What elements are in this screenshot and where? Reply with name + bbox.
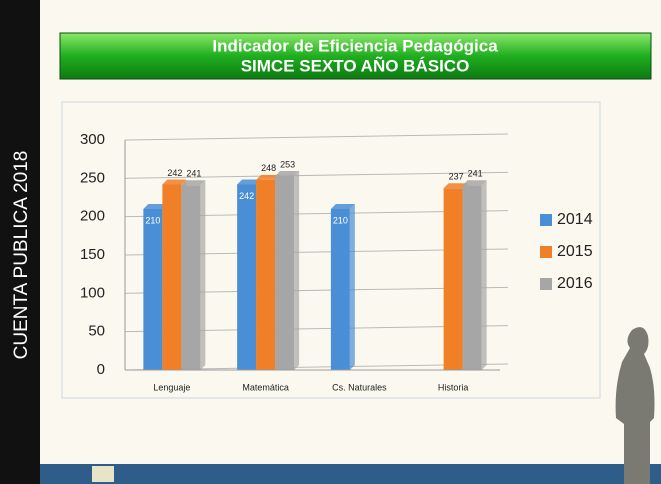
footer-bar <box>40 464 661 484</box>
legend-label: 2014 <box>557 211 593 228</box>
legend-swatch <box>540 246 552 258</box>
bar <box>162 184 182 370</box>
bar <box>443 188 463 370</box>
bar-side <box>200 180 206 370</box>
bar-top <box>143 204 168 209</box>
chart-subtitle: SIMCE SEXTO AÑO BÁSICO <box>241 55 470 75</box>
y-tick-label: 200 <box>80 208 105 225</box>
bar-top <box>237 179 262 185</box>
data-label: 241 <box>186 169 201 179</box>
y-tick-label: 150 <box>80 246 105 263</box>
chart-title: Indicador de Eficiencia Pedagógica <box>212 36 498 55</box>
bar <box>462 185 482 370</box>
x-tick-label: Matemática <box>242 382 289 392</box>
bar <box>330 209 350 370</box>
bar-side <box>349 204 355 370</box>
y-tick-label: 250 <box>80 169 105 186</box>
side-bar <box>0 0 40 484</box>
data-label: 241 <box>468 169 483 179</box>
silhouette <box>615 327 655 484</box>
data-label: 210 <box>333 215 348 225</box>
data-label: 242 <box>239 191 254 201</box>
bar-top <box>462 180 487 186</box>
x-tick-label: Historia <box>438 382 469 392</box>
grid-line <box>124 133 509 141</box>
grid-line <box>124 171 509 179</box>
bar-top <box>443 183 468 189</box>
data-label: 248 <box>261 163 276 173</box>
bar-side <box>294 171 300 370</box>
y-tick-label: 300 <box>80 131 105 148</box>
bar-top <box>181 180 206 186</box>
logo <box>92 466 114 482</box>
bar-top <box>330 204 355 209</box>
bar-top <box>275 171 300 177</box>
data-label: 253 <box>280 159 295 169</box>
bar <box>275 176 295 370</box>
data-label: 242 <box>167 168 182 178</box>
legend-label: 2016 <box>557 275 593 292</box>
title-bar <box>59 32 652 80</box>
side-label: CUENTA PUBLICA 2018 <box>11 151 32 360</box>
data-label: 237 <box>449 172 464 182</box>
y-tick-label: 0 <box>97 361 105 378</box>
y-tick-label: 50 <box>88 323 105 340</box>
bar-top <box>256 174 281 180</box>
legend-swatch <box>540 278 552 290</box>
x-tick-label: Cs. Naturales <box>332 382 387 392</box>
y-tick-label: 100 <box>80 284 105 301</box>
bar <box>181 185 201 370</box>
legend-label: 2015 <box>557 243 593 260</box>
bar <box>256 179 276 370</box>
x-tick-label: Lenguaje <box>153 382 190 392</box>
bar <box>237 184 257 370</box>
bar-top <box>162 179 187 185</box>
bar-side <box>481 180 487 370</box>
legend-swatch <box>540 214 552 226</box>
data-label: 210 <box>145 215 160 225</box>
bar <box>143 209 163 370</box>
